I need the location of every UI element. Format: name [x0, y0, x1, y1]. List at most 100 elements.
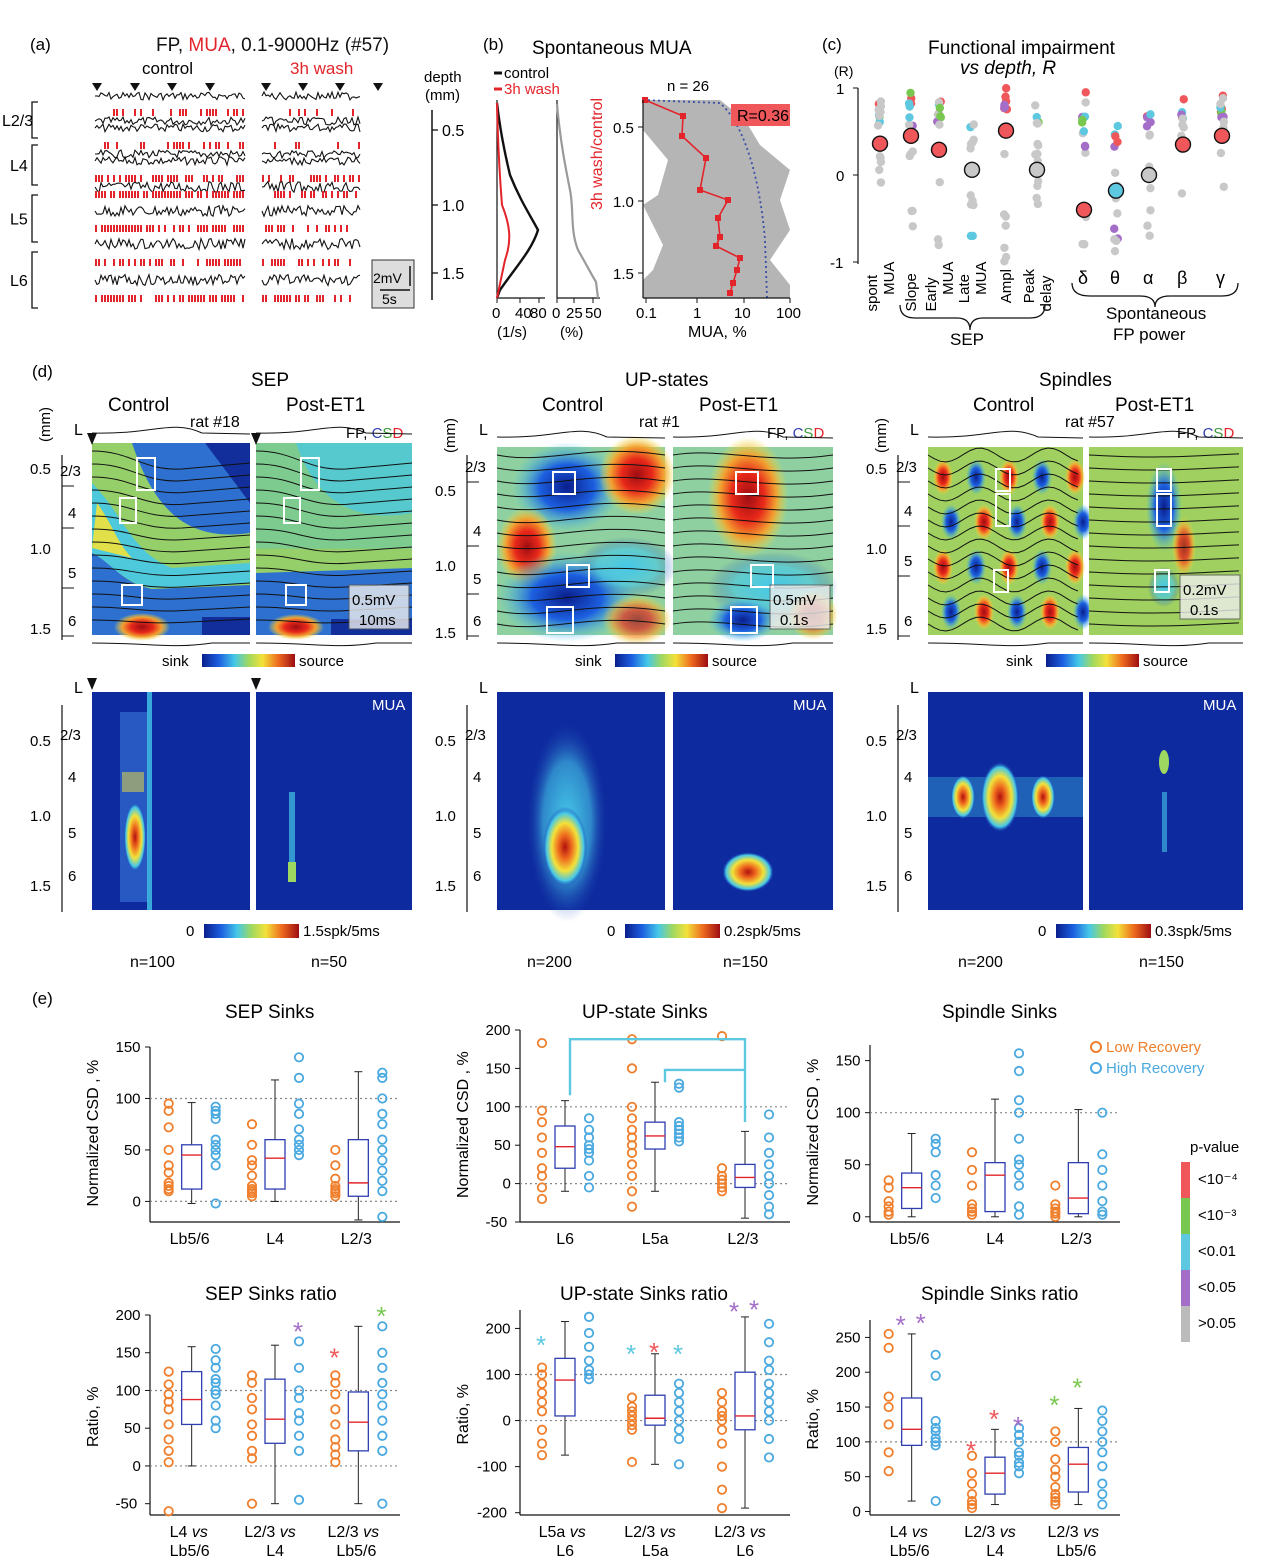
- category-label: L4: [266, 1231, 284, 1248]
- low-recovery-point: [163, 1457, 174, 1468]
- fp-trace: [255, 528, 413, 541]
- low-recovery-point: [626, 1186, 638, 1197]
- mua-spike: [206, 109, 208, 116]
- low-recovery-point: [1050, 1454, 1061, 1465]
- category-label: L2/3: [727, 1231, 758, 1248]
- mua-spike: [221, 295, 223, 302]
- high-recovery-point: [293, 1144, 305, 1156]
- fp-trace: [672, 517, 834, 524]
- mua-hotspot: [980, 761, 1020, 833]
- category-label: L4: [986, 1543, 1004, 1560]
- significance-star: *: [1013, 1411, 1023, 1441]
- high-recovery-point: [1097, 1196, 1108, 1207]
- mua-spike: [349, 259, 351, 266]
- mua-spike: [242, 175, 244, 182]
- layer-label: 4: [68, 769, 76, 786]
- low-recovery-point: [1050, 1482, 1061, 1493]
- mua-spike: [191, 175, 193, 182]
- high-recovery-point: [583, 1155, 595, 1166]
- mua-spike: [322, 259, 324, 266]
- fp-trace: [672, 569, 834, 576]
- mua-spike: [289, 109, 291, 116]
- mua-spike: [349, 295, 351, 302]
- mua-spike: [325, 191, 327, 198]
- depth-unit: (mm): [442, 418, 459, 453]
- mua-colorbar: [204, 924, 299, 938]
- mua-spike: [283, 259, 285, 266]
- category-label: spont: [864, 274, 881, 312]
- significance-star: *: [329, 1343, 339, 1373]
- fp-trace: [672, 465, 834, 472]
- high-recovery-point: [763, 1147, 775, 1158]
- mua-spike: [122, 259, 124, 266]
- y-tick-label: -100: [477, 1459, 507, 1476]
- high-recovery-point: [293, 1336, 305, 1347]
- high-recovery-point: [673, 1459, 685, 1470]
- box: [181, 1144, 203, 1190]
- panel-e: (e) SEP Sinks 0 50 100 150 Normalized CSD , %…: [32, 989, 1239, 1560]
- panel-a-letter: (a): [30, 35, 51, 54]
- roi-box: [283, 497, 301, 524]
- high-recovery-point: [673, 1424, 685, 1435]
- high-recovery-point: [1013, 1461, 1025, 1472]
- mua-spike: [239, 175, 241, 182]
- high-recovery-point: [930, 1415, 941, 1427]
- y-axis-label: Normalized CSD , %: [85, 1060, 102, 1207]
- group-label-fp: Spontaneous: [1106, 304, 1206, 323]
- y-tick-label: 0: [853, 1209, 861, 1226]
- mua-spike: [140, 259, 142, 266]
- low-recovery-point: [1050, 1471, 1061, 1482]
- fp-trace: [255, 606, 413, 612]
- mua-hotspot: [122, 772, 144, 792]
- low-recovery-point: [966, 1495, 978, 1507]
- high-recovery-point: [583, 1369, 595, 1380]
- fp-trace: [91, 489, 251, 505]
- r-badge: [731, 104, 790, 126]
- post-label: Post-ET1: [699, 395, 778, 416]
- category-label: Lb5/6: [1056, 1543, 1096, 1560]
- roi-box: [119, 497, 137, 524]
- fp-trace: [927, 525, 1079, 541]
- mua-spike: [200, 191, 202, 198]
- pvalue-swatch: [1181, 1306, 1190, 1342]
- mua-spike: [161, 259, 163, 266]
- colorbar-zero: 0: [186, 923, 194, 940]
- mua-spike: [104, 259, 106, 266]
- high-recovery-point: [930, 1370, 941, 1381]
- high-recovery-point: [293, 1098, 305, 1109]
- high-recovery-point: [673, 1397, 685, 1408]
- roi-box: [546, 606, 574, 634]
- category-label: L2/3: [1061, 1231, 1092, 1248]
- mua-map-label: MUA: [793, 697, 826, 714]
- r-dot: [908, 147, 917, 156]
- high-recovery-point: [763, 1132, 775, 1143]
- high-recovery-point: [377, 1119, 388, 1130]
- mua-spike: [221, 225, 223, 232]
- low-recovery-point: [966, 1478, 978, 1489]
- mua-spike: [128, 175, 130, 182]
- roi-box: [995, 468, 1011, 492]
- mua-spike: [221, 191, 223, 198]
- layer-bracket: [31, 101, 38, 139]
- layer-label: 4: [904, 503, 912, 520]
- high-recovery-point: [930, 1426, 941, 1437]
- mua-hotspot: [951, 775, 975, 819]
- low-recovery-point: [163, 1160, 174, 1171]
- low-recovery-point: [966, 1164, 978, 1176]
- mua-spike: [182, 109, 184, 116]
- mua-spike: [110, 295, 112, 302]
- mua-spike: [295, 295, 297, 302]
- low-recovery-point: [1050, 1180, 1061, 1191]
- low-recovery-point: [716, 1387, 728, 1399]
- low-recovery-point: [246, 1377, 258, 1389]
- category-label: L5a: [642, 1231, 669, 1248]
- high-recovery-point: [377, 1108, 388, 1120]
- r-dot: [876, 157, 886, 167]
- high-recovery-point: [1013, 1180, 1025, 1191]
- mua-spike: [233, 259, 235, 266]
- low-recovery-point: [246, 1191, 258, 1202]
- mua-spike: [161, 295, 163, 302]
- colorbar-sink: sink: [575, 653, 602, 670]
- mua-map-label: MUA: [372, 697, 405, 714]
- high-recovery-point: [763, 1387, 775, 1399]
